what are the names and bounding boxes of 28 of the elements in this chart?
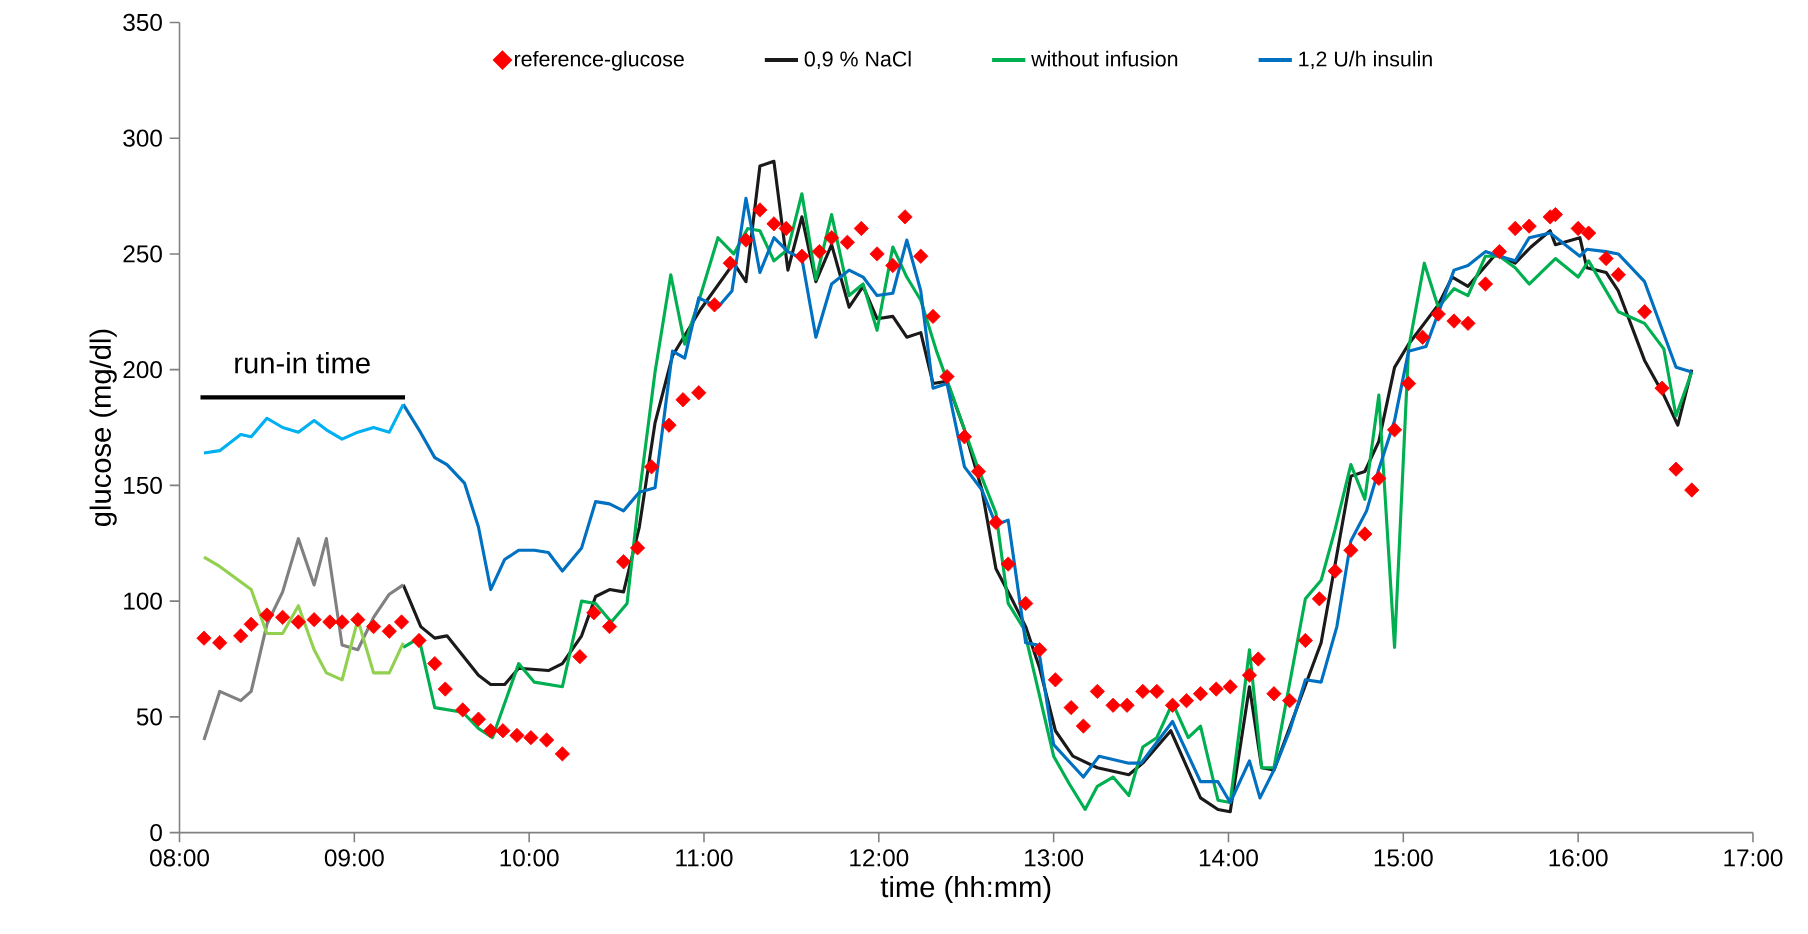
x-tick-label: 11:00: [676, 849, 733, 867]
line-series: [202, 402, 405, 455]
y-tick-label: 150: [124, 476, 162, 494]
x-tick-label: 08:00: [150, 849, 209, 867]
y-tick-label: 50: [136, 708, 162, 726]
x-tick-label: 17:00: [1724, 849, 1783, 867]
legend-label: reference-glucose: [514, 50, 684, 71]
legend-label: without infusion: [1031, 50, 1178, 67]
x-tick-label: 14:00: [1199, 849, 1258, 867]
x-tick-label: 13:00: [1025, 849, 1084, 867]
y-tick-label: 250: [123, 245, 162, 263]
line-series: [202, 537, 405, 742]
x-axis-title: time (hh:mm): [880, 875, 1051, 904]
x-tick-label: 16:00: [1549, 849, 1608, 867]
y-tick-label: 300: [123, 129, 162, 147]
y-tick-label: 100: [124, 592, 162, 610]
y-tick-label: 0: [150, 823, 162, 842]
legend-label: 1,2 U/h insulin: [1299, 50, 1432, 70]
x-tick-label: 15:00: [1374, 849, 1433, 867]
y-tick-label: 350: [123, 13, 162, 32]
x-tick-label: 10:00: [500, 849, 559, 867]
x-tick-label: 12:00: [850, 849, 909, 867]
line-series: [202, 555, 405, 682]
annotation: run-in time: [235, 351, 370, 374]
legend-label: 0,9 % NaCl: [804, 50, 911, 70]
x-tick-label: 09:00: [324, 849, 384, 867]
y-tick-label: 200: [123, 361, 162, 379]
y-axis-title: glucose (mg/dl): [89, 329, 117, 526]
